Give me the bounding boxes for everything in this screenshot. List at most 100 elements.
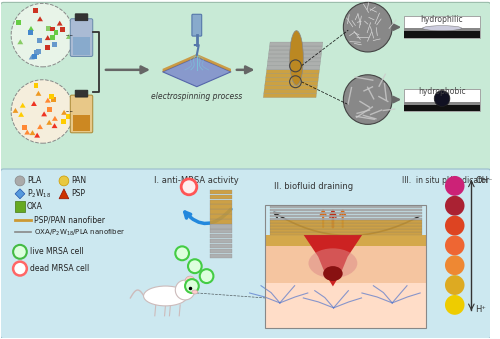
FancyBboxPatch shape [60, 27, 65, 32]
Circle shape [185, 279, 199, 293]
Polygon shape [52, 116, 58, 121]
Ellipse shape [290, 31, 304, 85]
FancyBboxPatch shape [33, 7, 38, 13]
Circle shape [59, 176, 69, 186]
FancyBboxPatch shape [265, 246, 426, 283]
FancyBboxPatch shape [14, 201, 26, 212]
FancyBboxPatch shape [270, 212, 422, 214]
Polygon shape [28, 26, 34, 31]
FancyBboxPatch shape [270, 215, 422, 217]
Polygon shape [45, 98, 51, 103]
Polygon shape [18, 39, 23, 44]
Circle shape [344, 75, 392, 124]
Polygon shape [41, 112, 47, 116]
Circle shape [176, 246, 189, 260]
Polygon shape [264, 89, 317, 94]
Polygon shape [269, 46, 322, 50]
Circle shape [445, 295, 464, 315]
FancyBboxPatch shape [404, 102, 480, 104]
Polygon shape [265, 78, 318, 82]
Text: hydrophilic: hydrophilic [420, 15, 464, 24]
Polygon shape [59, 189, 69, 199]
FancyBboxPatch shape [48, 107, 52, 112]
FancyBboxPatch shape [210, 204, 232, 209]
Circle shape [188, 259, 202, 273]
FancyBboxPatch shape [72, 116, 90, 131]
FancyBboxPatch shape [265, 237, 426, 328]
FancyBboxPatch shape [50, 95, 54, 99]
FancyBboxPatch shape [210, 214, 232, 219]
Text: hydrophobic: hydrophobic [418, 87, 466, 96]
FancyBboxPatch shape [270, 208, 422, 211]
Circle shape [200, 269, 213, 283]
Polygon shape [162, 54, 231, 72]
Polygon shape [18, 112, 24, 117]
Ellipse shape [144, 286, 188, 306]
FancyBboxPatch shape [404, 31, 480, 38]
Polygon shape [61, 110, 67, 115]
Circle shape [434, 91, 450, 106]
Polygon shape [66, 34, 72, 39]
Text: OH⁻: OH⁻ [476, 176, 492, 185]
FancyBboxPatch shape [210, 239, 232, 243]
Circle shape [15, 176, 25, 186]
Circle shape [445, 255, 464, 275]
Text: I. anti-MRSA activity: I. anti-MRSA activity [154, 176, 239, 185]
FancyBboxPatch shape [72, 37, 90, 55]
FancyBboxPatch shape [210, 195, 232, 199]
FancyBboxPatch shape [22, 125, 26, 129]
Polygon shape [45, 35, 51, 40]
FancyBboxPatch shape [210, 190, 232, 194]
Polygon shape [266, 70, 320, 74]
FancyBboxPatch shape [34, 50, 39, 55]
Polygon shape [15, 189, 25, 199]
Polygon shape [34, 133, 40, 138]
Circle shape [13, 245, 27, 259]
FancyBboxPatch shape [0, 2, 491, 174]
Polygon shape [268, 50, 322, 54]
Polygon shape [264, 86, 318, 89]
Ellipse shape [308, 248, 358, 278]
Polygon shape [52, 123, 58, 128]
FancyBboxPatch shape [265, 235, 426, 250]
FancyBboxPatch shape [265, 279, 426, 328]
FancyBboxPatch shape [404, 16, 480, 38]
Polygon shape [24, 129, 30, 135]
Polygon shape [30, 130, 36, 135]
Polygon shape [268, 58, 321, 62]
FancyBboxPatch shape [52, 42, 58, 47]
Circle shape [344, 2, 392, 52]
FancyBboxPatch shape [75, 14, 88, 21]
Polygon shape [12, 108, 18, 113]
FancyBboxPatch shape [270, 226, 422, 229]
FancyBboxPatch shape [404, 28, 480, 31]
FancyBboxPatch shape [61, 119, 66, 124]
FancyBboxPatch shape [270, 232, 422, 235]
Circle shape [181, 179, 197, 195]
Polygon shape [46, 120, 52, 125]
Polygon shape [29, 55, 34, 59]
FancyBboxPatch shape [70, 95, 92, 133]
FancyBboxPatch shape [50, 97, 56, 102]
FancyBboxPatch shape [34, 83, 38, 88]
FancyBboxPatch shape [210, 254, 232, 258]
FancyBboxPatch shape [36, 49, 41, 54]
Polygon shape [31, 101, 37, 106]
FancyBboxPatch shape [54, 31, 59, 35]
Ellipse shape [192, 290, 198, 294]
Polygon shape [162, 57, 231, 87]
FancyBboxPatch shape [46, 26, 52, 32]
Circle shape [445, 196, 464, 216]
Text: electrospinning process: electrospinning process [151, 92, 242, 101]
FancyBboxPatch shape [270, 218, 422, 220]
Text: P$_2$W$_{18}$: P$_2$W$_{18}$ [27, 187, 51, 200]
Text: PSP/PAN nanofiber: PSP/PAN nanofiber [34, 215, 104, 224]
FancyBboxPatch shape [210, 224, 232, 228]
FancyBboxPatch shape [192, 14, 202, 36]
FancyBboxPatch shape [70, 19, 92, 56]
FancyBboxPatch shape [37, 38, 42, 43]
FancyBboxPatch shape [270, 205, 422, 208]
Text: live MRSA cell: live MRSA cell [30, 247, 84, 256]
Polygon shape [20, 103, 26, 108]
Text: OXA: OXA [27, 202, 42, 211]
